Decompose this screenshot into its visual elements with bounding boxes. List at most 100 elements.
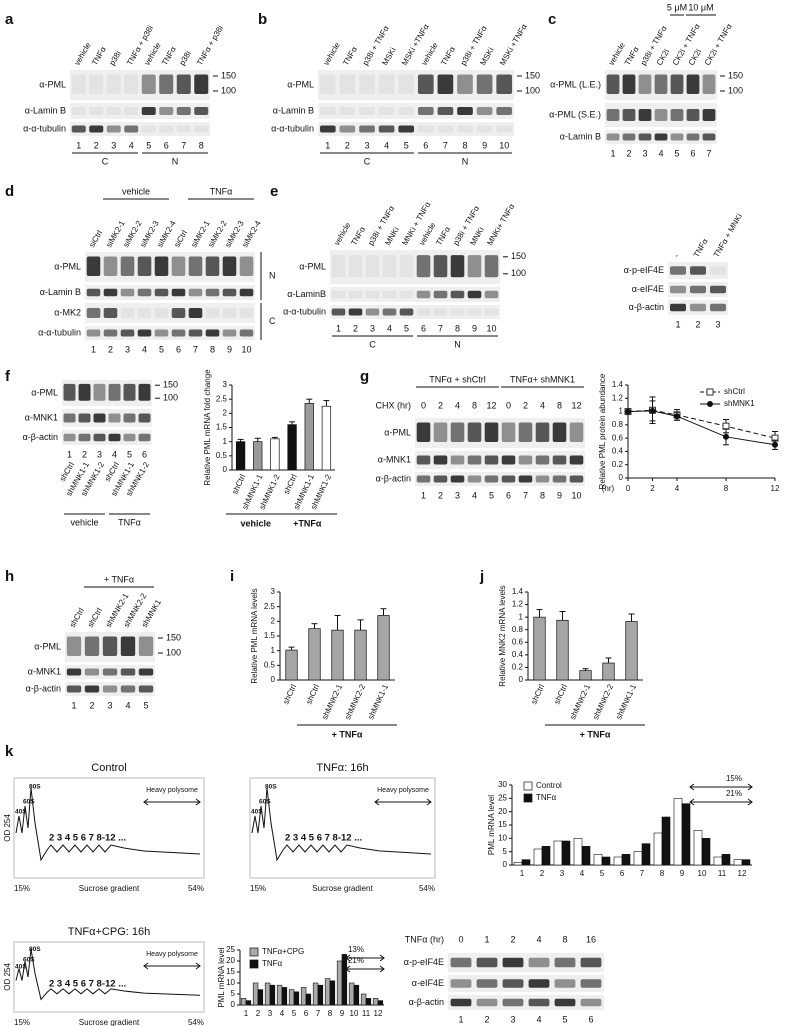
blot-band bbox=[102, 685, 118, 693]
blot-band bbox=[606, 109, 620, 121]
arrow-head bbox=[689, 783, 753, 791]
side-label: N bbox=[269, 270, 276, 280]
blot-band bbox=[154, 329, 169, 337]
blot-band bbox=[378, 125, 395, 133]
blot-band bbox=[331, 308, 346, 316]
lane-number: 3 bbox=[125, 344, 130, 354]
blot-band bbox=[339, 74, 356, 94]
blot-band bbox=[552, 475, 567, 483]
blot-band bbox=[123, 433, 136, 442]
header-label: TNFα (hr) bbox=[405, 934, 444, 944]
lane-number: 2 bbox=[695, 319, 700, 329]
blot-band bbox=[78, 413, 91, 423]
lane-number: 10 bbox=[241, 344, 251, 354]
y-axis-label: PML mRNA level bbox=[487, 795, 496, 855]
bar bbox=[653, 832, 663, 866]
y-tick-label: 0.2 bbox=[612, 460, 624, 469]
bar bbox=[701, 838, 711, 866]
y-tick-label: 10 bbox=[498, 833, 507, 842]
legend-label: Control bbox=[536, 781, 562, 790]
lane-number: 3 bbox=[715, 319, 720, 329]
legend-label: shCtrl bbox=[724, 387, 745, 396]
bar bbox=[579, 670, 592, 681]
blot-band bbox=[103, 288, 118, 297]
heavy-label: Heavy polysome bbox=[146, 787, 198, 794]
bar bbox=[281, 987, 288, 1006]
x-tick-label: 10 bbox=[350, 1009, 359, 1018]
fraction-labels: 2 3 4 5 6 7 8-12 ... bbox=[49, 833, 126, 844]
group-label: vehicle bbox=[70, 517, 98, 527]
profile-title: TNFα: 16h bbox=[316, 762, 368, 774]
y-tick-label: 0 bbox=[503, 860, 508, 869]
blot-band bbox=[467, 308, 482, 316]
blot-band bbox=[319, 125, 336, 133]
blot-band bbox=[123, 383, 136, 401]
x-tick-label: 2 bbox=[256, 1009, 261, 1018]
blot-band bbox=[528, 998, 550, 1007]
size-marker: 150 bbox=[163, 380, 178, 390]
x-tick-label: 7 bbox=[640, 869, 645, 878]
blot-band bbox=[86, 329, 101, 337]
blot-band bbox=[194, 107, 209, 115]
blot-band bbox=[378, 74, 395, 94]
blot-strip bbox=[70, 122, 210, 136]
lane-label: vehicle bbox=[322, 41, 343, 68]
y-tick-label: 25 bbox=[226, 945, 235, 954]
row-label: α-β-actin bbox=[23, 432, 58, 442]
bar bbox=[741, 859, 751, 866]
blot-band bbox=[399, 255, 414, 278]
blot-band bbox=[484, 455, 499, 465]
lane-number: 1 bbox=[675, 319, 680, 329]
blot-band bbox=[348, 255, 363, 278]
x-tick-label: 0 bbox=[626, 484, 631, 493]
x-tick-label: 11 bbox=[718, 869, 727, 878]
y-tick-label: 1 bbox=[271, 646, 276, 655]
gradient-label: Sucrose gradient bbox=[312, 884, 373, 893]
bar bbox=[331, 629, 344, 681]
bar bbox=[721, 854, 731, 866]
blot-band bbox=[476, 979, 498, 988]
profile-trace bbox=[15, 787, 201, 862]
lane-number: 3 bbox=[111, 140, 116, 150]
bar bbox=[556, 619, 569, 681]
x-tick-label: shCtrl bbox=[552, 683, 569, 706]
blot-strip bbox=[62, 380, 152, 406]
lane-number: 6 bbox=[690, 148, 695, 158]
size-marker: 100 bbox=[511, 268, 526, 278]
blot-band bbox=[399, 290, 414, 299]
blot-band bbox=[365, 255, 380, 278]
blot-band bbox=[188, 256, 203, 276]
y-tick-label: 15 bbox=[498, 820, 507, 829]
gradient-end: 54% bbox=[188, 884, 204, 893]
lane-number: 1 bbox=[610, 148, 615, 158]
bar bbox=[252, 982, 259, 1006]
bar bbox=[287, 424, 297, 471]
legend-swatch bbox=[523, 781, 533, 791]
lane-number: 4 bbox=[125, 700, 130, 710]
blot-band bbox=[331, 290, 346, 299]
bar bbox=[240, 998, 247, 1006]
bar bbox=[521, 859, 531, 866]
arrow-head bbox=[374, 798, 432, 806]
row-label: α-LaminB bbox=[287, 289, 326, 299]
y-tick-label: 0.2 bbox=[512, 663, 524, 672]
header-value: 16 bbox=[586, 934, 596, 944]
panel-label: i bbox=[230, 568, 234, 585]
blot-band bbox=[239, 308, 254, 318]
blot-band bbox=[528, 957, 550, 968]
lane-number: 6 bbox=[588, 1014, 593, 1024]
blot-band bbox=[638, 74, 652, 94]
x-tick-label: 10 bbox=[698, 869, 707, 878]
bar bbox=[304, 403, 314, 471]
blot-band bbox=[654, 109, 668, 121]
point bbox=[722, 422, 730, 430]
size-marker: 100 bbox=[163, 393, 178, 403]
blot-strip bbox=[330, 305, 500, 319]
blot-band bbox=[450, 422, 465, 442]
bar bbox=[317, 984, 324, 1006]
blot-band bbox=[103, 308, 118, 318]
blot-band bbox=[188, 288, 203, 297]
point bbox=[772, 441, 778, 448]
size-marker: 150 bbox=[511, 251, 526, 261]
blot-band bbox=[437, 107, 454, 115]
